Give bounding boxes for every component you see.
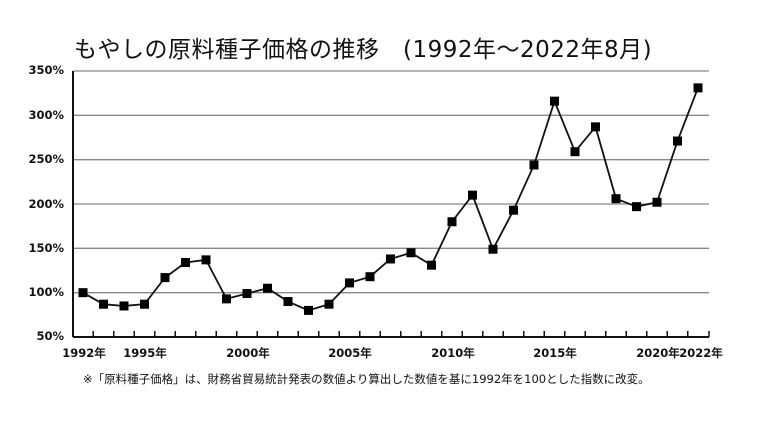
x-tick-label: 2005年 — [328, 346, 372, 360]
data-point-marker — [570, 147, 580, 157]
data-point-marker — [345, 278, 354, 288]
y-tick-label: 350% — [28, 63, 64, 77]
data-series — [78, 83, 703, 315]
x-tick-label: 2020年 — [636, 346, 680, 360]
data-point-marker — [283, 297, 293, 307]
y-tick-label: 300% — [28, 108, 64, 122]
data-point-marker — [468, 190, 477, 200]
data-point-marker — [201, 255, 211, 265]
y-tick-label: 150% — [28, 241, 64, 255]
data-point-marker — [693, 83, 703, 93]
y-tick-label: 250% — [28, 152, 64, 166]
y-tick-label: 50% — [36, 329, 64, 343]
footnote: ※「原料種子価格」は、財務省貿易統計発表の数値より算出した数値を基に1992年を… — [83, 372, 650, 386]
data-point-marker — [78, 288, 88, 298]
data-point-marker — [427, 260, 436, 270]
data-point-marker — [324, 299, 334, 309]
x-tick-label: 2010年 — [431, 346, 475, 360]
data-point-marker — [550, 96, 559, 106]
data-point-marker — [222, 294, 231, 304]
data-point-marker — [632, 202, 641, 212]
data-point-marker — [447, 217, 457, 227]
data-point-marker — [160, 273, 170, 283]
data-point-marker — [652, 197, 662, 207]
data-point-marker — [181, 258, 190, 268]
x-tick-label: 2000年 — [226, 346, 270, 360]
x-tick-label: 1995年 — [123, 346, 167, 360]
data-point-marker — [263, 283, 272, 293]
data-point-marker — [386, 254, 395, 264]
data-point-marker — [488, 244, 498, 254]
chart-title: もやしの原料種子価格の推移 (1992年～2022年8月) — [74, 37, 653, 63]
data-point-marker — [529, 160, 539, 170]
data-point-marker — [242, 289, 252, 299]
data-point-marker — [673, 136, 682, 146]
y-tick-label: 100% — [28, 285, 64, 299]
axes — [72, 71, 710, 338]
x-tick-label: 1992年 — [62, 346, 106, 360]
data-point-marker — [140, 299, 149, 309]
y-tick-label: 200% — [28, 197, 64, 211]
data-point-marker — [611, 194, 621, 204]
data-point-marker — [119, 301, 129, 311]
data-point-marker — [365, 272, 375, 282]
gridlines — [73, 70, 709, 294]
x-tick-label: 2022年 — [679, 346, 723, 360]
series-line — [82, 87, 699, 312]
data-point-marker — [99, 299, 108, 309]
data-point-marker — [591, 122, 600, 132]
data-point-marker — [509, 205, 518, 215]
data-point-marker — [406, 248, 416, 258]
x-tick-label: 2015年 — [533, 346, 577, 360]
data-point-marker — [304, 305, 313, 315]
